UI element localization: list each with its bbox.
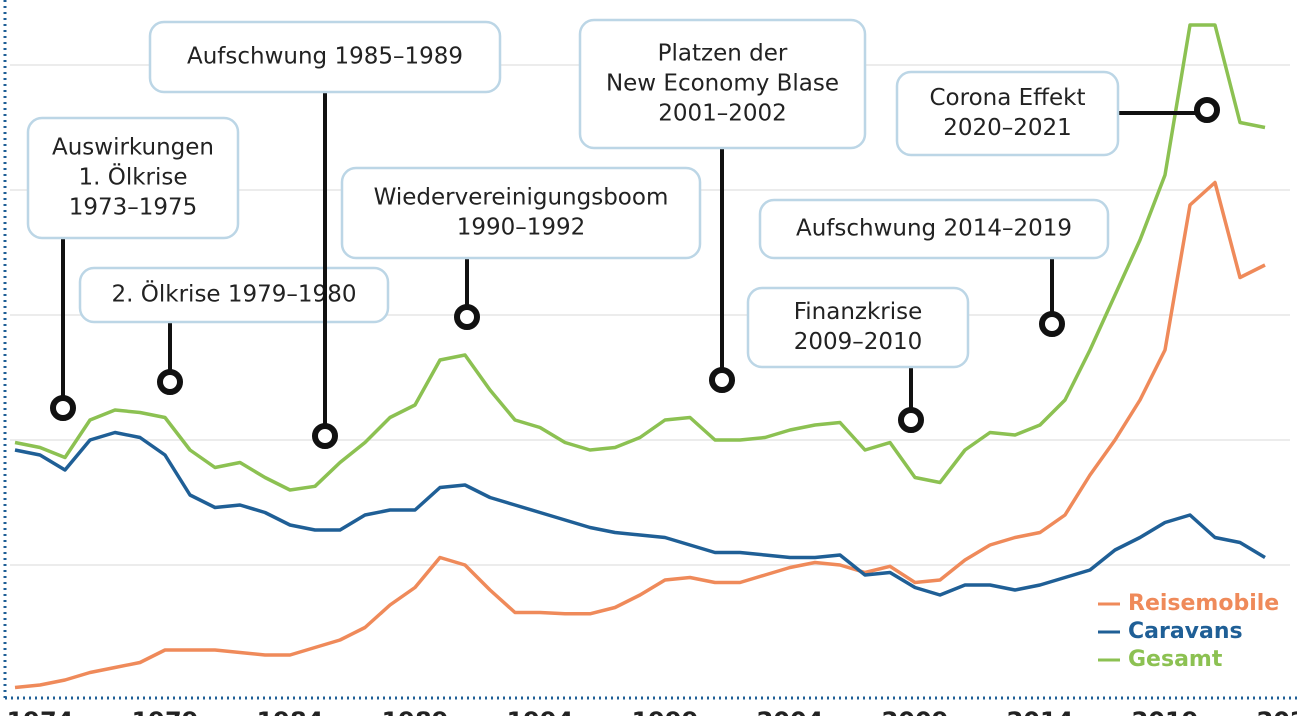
x-tick-label: 2019 bbox=[1132, 707, 1199, 716]
series-line bbox=[14, 180, 1266, 690]
annotation-marker bbox=[1039, 311, 1065, 337]
annotation-marker bbox=[312, 423, 338, 449]
x-tick-label: 1974 bbox=[7, 707, 74, 716]
annotation-text: 1. Ölkrise bbox=[78, 163, 187, 191]
annotation-text: Aufschwung 2014–2019 bbox=[796, 216, 1072, 242]
series-line bbox=[14, 430, 1266, 597]
annotation-box bbox=[340, 166, 702, 260]
annotation-box bbox=[895, 70, 1120, 157]
annotation-marker bbox=[709, 367, 735, 393]
annotation-box bbox=[148, 20, 502, 94]
annotation-text: 2009–2010 bbox=[794, 329, 923, 355]
x-tick-label: 2004 bbox=[757, 707, 824, 716]
annotation-text: 2001–2002 bbox=[658, 101, 787, 127]
annotation-text: New Economy Blase bbox=[606, 71, 839, 97]
annotation-marker bbox=[898, 407, 924, 433]
x-tick-label: 1984 bbox=[257, 707, 324, 716]
x-tick-label: 1999 bbox=[632, 707, 699, 716]
x-tick-label: 1994 bbox=[507, 707, 574, 716]
x-tick-label: 2009 bbox=[882, 707, 949, 716]
x-tick-label: 1989 bbox=[382, 707, 449, 716]
annotation-marker bbox=[454, 304, 480, 330]
legend-label: Caravans bbox=[1128, 619, 1243, 644]
annotation-marker bbox=[1194, 97, 1220, 123]
annotation-text: 1973–1975 bbox=[69, 195, 198, 221]
annotation-text: Wiedervereinigungsboom bbox=[374, 185, 669, 211]
annotation-box bbox=[578, 18, 867, 150]
annotation-text: Corona Effekt bbox=[929, 85, 1085, 111]
annotation-box bbox=[746, 286, 970, 369]
annotation-text: Aufschwung 1985–1989 bbox=[187, 44, 463, 70]
annotation-text: 1990–1992 bbox=[457, 215, 586, 241]
legend-label: Reisemobile bbox=[1128, 591, 1279, 616]
annotation-text: Auswirkungen bbox=[52, 135, 214, 161]
legend-label: Gesamt bbox=[1128, 647, 1223, 672]
annotation-box bbox=[78, 266, 390, 324]
x-tick-label: 2014 bbox=[1007, 707, 1074, 716]
x-tick-label: 2024 bbox=[1257, 707, 1297, 716]
annotation-text: Platzen der bbox=[658, 41, 788, 67]
annotation-marker bbox=[157, 369, 183, 395]
annotation-text: 2. Ölkrise 1979–1980 bbox=[112, 280, 357, 308]
annotation-box bbox=[26, 116, 240, 240]
x-tick-label: 1979 bbox=[132, 707, 199, 716]
annotation-text: 2020–2021 bbox=[943, 115, 1072, 141]
annotation-box bbox=[758, 198, 1110, 260]
annotation-text: Finanzkrise bbox=[794, 299, 923, 325]
annotation-marker bbox=[50, 395, 76, 421]
series-line bbox=[14, 23, 1266, 492]
